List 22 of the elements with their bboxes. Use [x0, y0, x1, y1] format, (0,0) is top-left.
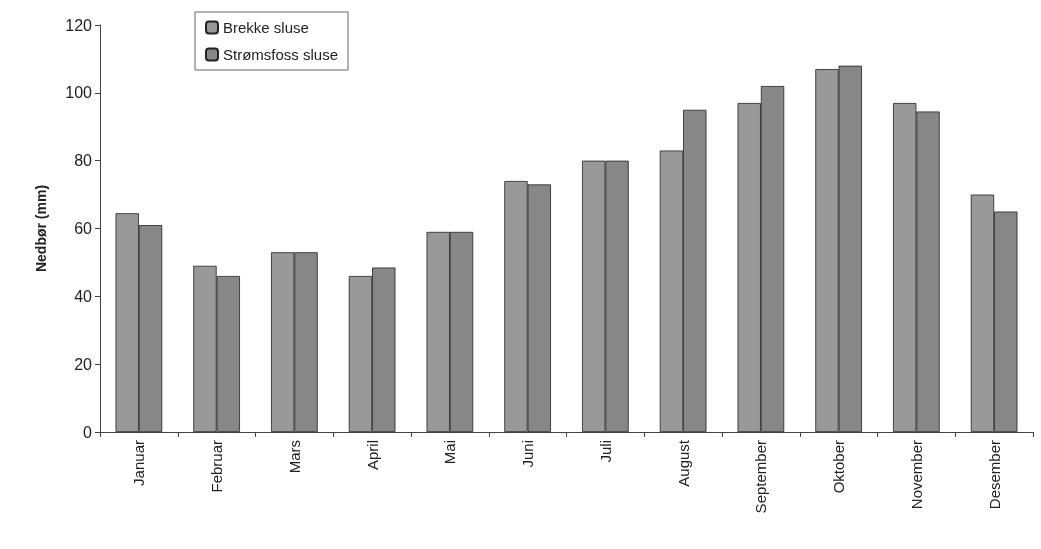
- y-tick-label: 120: [65, 16, 93, 34]
- x-tick-label: Juni: [519, 440, 537, 468]
- x-tick-label: November: [907, 440, 925, 510]
- y-tick-label: 40: [74, 287, 93, 305]
- legend-label: Brekke sluse: [223, 19, 309, 36]
- y-axis-title: Nedbør (mm): [33, 184, 49, 273]
- y-tick-label: 60: [74, 220, 93, 237]
- x-tick-label: Oktober: [830, 440, 848, 494]
- x-tick-label: Januar: [130, 440, 148, 486]
- x-tick-label: Februar: [208, 440, 226, 493]
- y-tick-label: 80: [74, 152, 93, 170]
- legend-label: Strømsfoss sluse: [223, 46, 339, 63]
- x-tick-label: Juli: [596, 440, 614, 463]
- x-tick-label: Desember: [985, 440, 1003, 510]
- y-tick-label: 20: [74, 355, 93, 373]
- x-tick-label: April: [363, 440, 381, 471]
- x-tick-label: September: [752, 440, 770, 514]
- y-tick-label: 0: [83, 423, 93, 441]
- x-tick-label: Mai: [441, 440, 459, 465]
- x-tick-label: August: [674, 439, 692, 487]
- y-tick-label: 100: [65, 84, 93, 102]
- x-tick-label: Mars: [285, 440, 303, 474]
